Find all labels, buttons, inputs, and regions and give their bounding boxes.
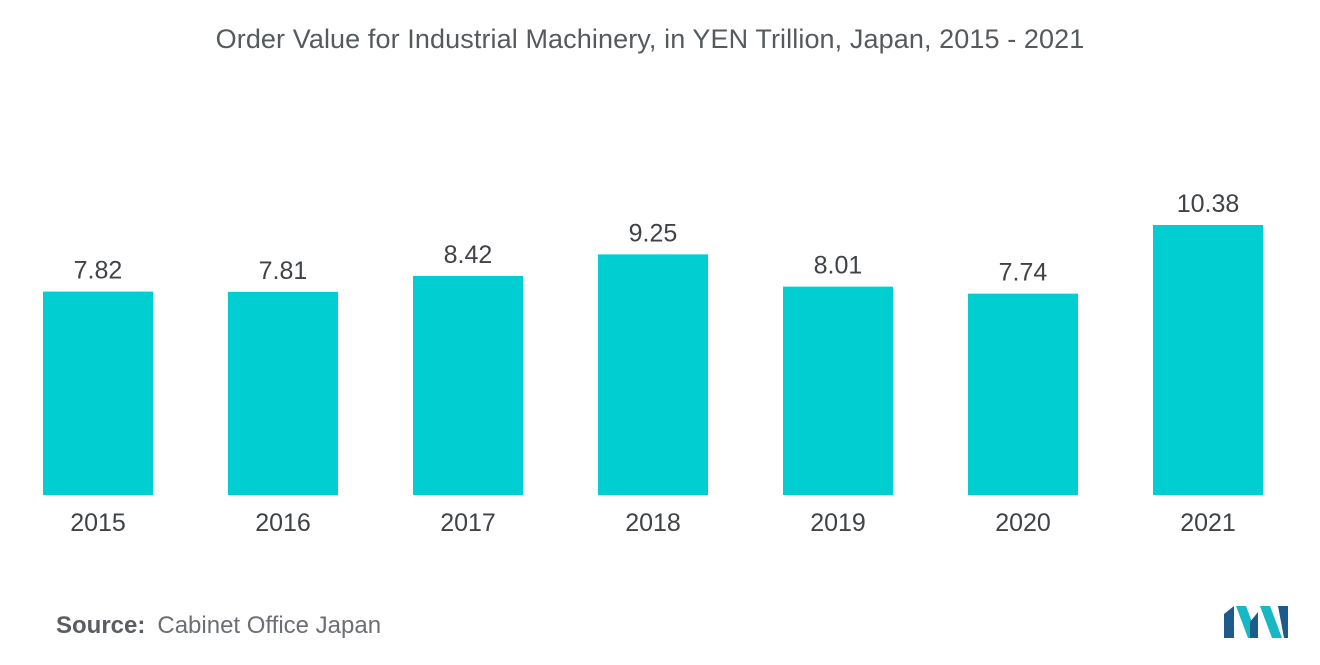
bar-2020 xyxy=(968,293,1078,495)
value-label-2015: 7.82 xyxy=(74,257,123,285)
value-label-2020: 7.74 xyxy=(999,259,1048,287)
value-label-2016: 7.81 xyxy=(259,257,308,285)
bars-group xyxy=(43,225,1263,495)
bar-2016 xyxy=(228,291,338,495)
value-labels-group: 7.82 7.81 8.42 9.25 8.01 7.74 10.38 xyxy=(74,190,1240,287)
category-label-2016: 2016 xyxy=(255,509,311,537)
category-label-2021: 2021 xyxy=(1180,509,1236,537)
category-label-2019: 2019 xyxy=(810,509,866,537)
source-text: Cabinet Office Japan xyxy=(157,612,382,639)
value-label-2019: 8.01 xyxy=(814,252,863,280)
bar-2021 xyxy=(1153,225,1263,495)
category-labels-group: 2015 2016 2017 2018 2019 2020 2021 xyxy=(70,509,1236,537)
chart-title: Order Value for Industrial Machinery, in… xyxy=(215,24,1085,54)
value-label-2021: 10.38 xyxy=(1177,190,1240,218)
category-label-2020: 2020 xyxy=(995,509,1051,537)
brand-logo-icon xyxy=(1224,606,1288,638)
category-label-2018: 2018 xyxy=(625,509,681,537)
bar-2018 xyxy=(598,254,708,495)
bar-2019 xyxy=(783,286,893,495)
category-label-2017: 2017 xyxy=(440,509,496,537)
source-note: Source: Cabinet Office Japan xyxy=(56,612,381,640)
value-label-2017: 8.42 xyxy=(444,241,493,269)
category-label-2015: 2015 xyxy=(70,509,126,537)
value-label-2018: 9.25 xyxy=(629,219,678,247)
source-label: Source: xyxy=(56,612,146,639)
bar-2017 xyxy=(413,275,523,495)
bar-2015 xyxy=(43,291,153,495)
